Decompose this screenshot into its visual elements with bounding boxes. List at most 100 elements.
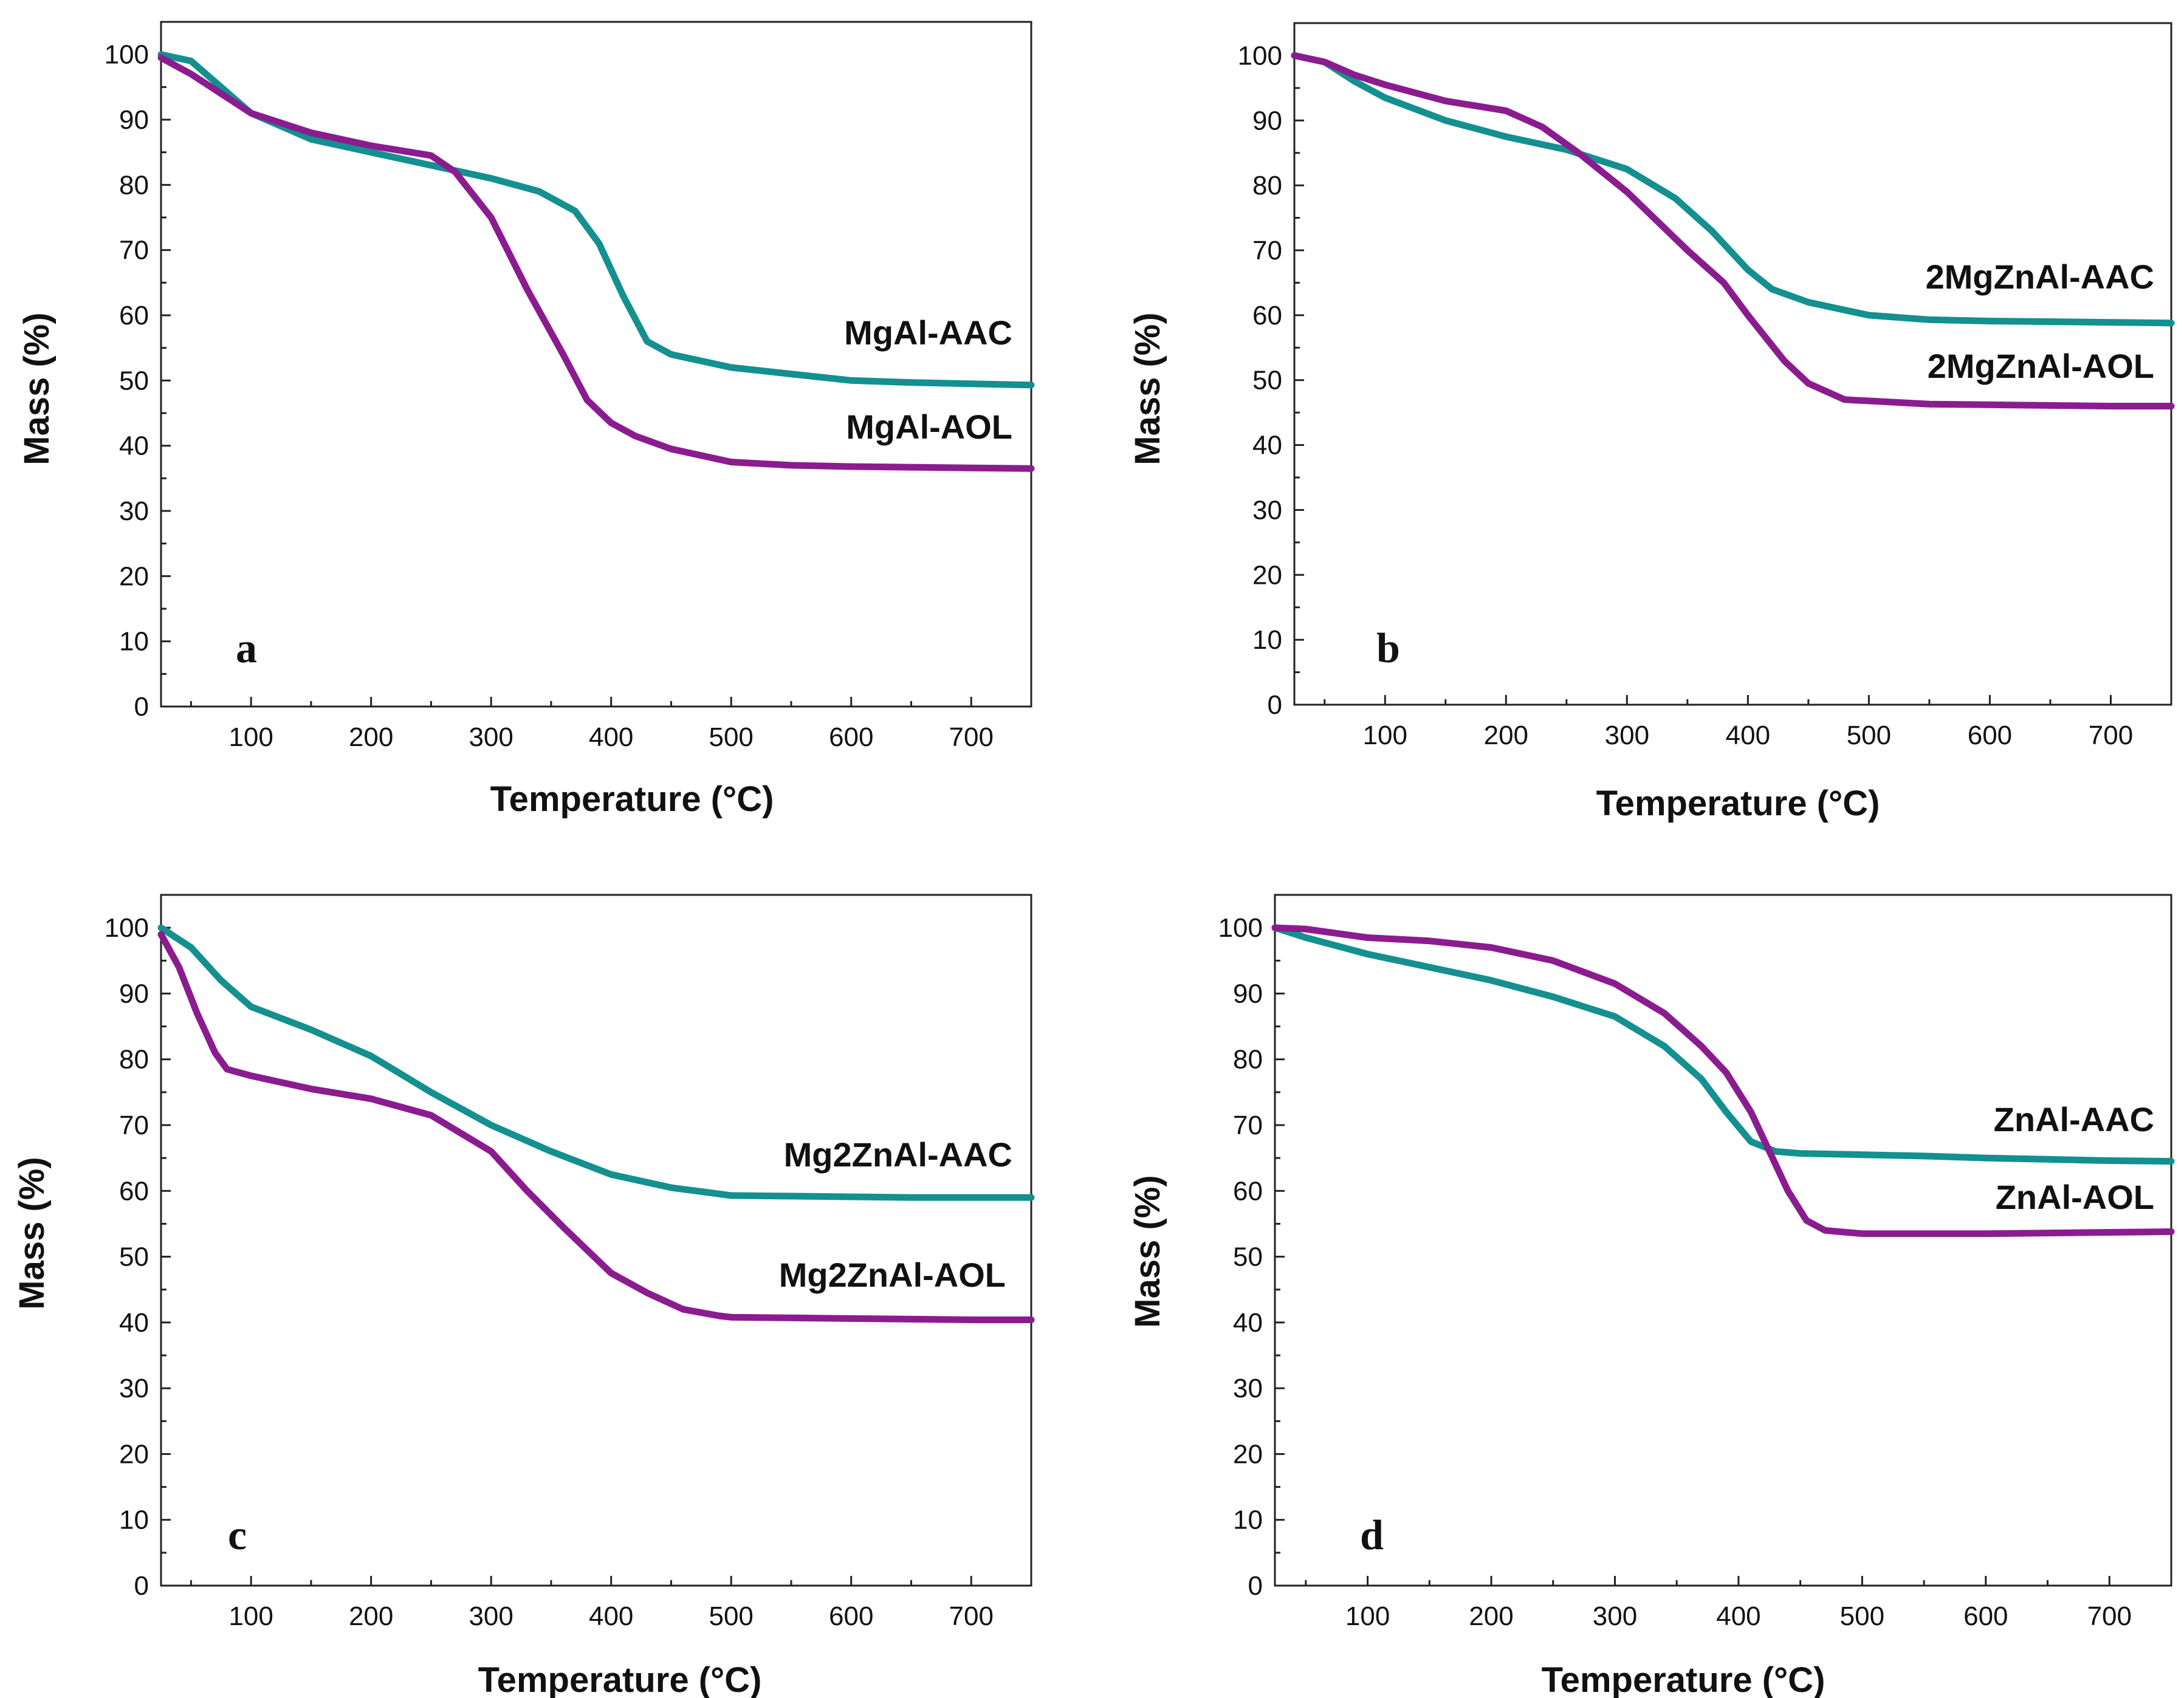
x-axis-title: Temperature (°C) <box>1542 1660 1825 1698</box>
series-line-2mgznal-aol <box>1291 52 2175 409</box>
x-tick-label: 700 <box>949 722 994 752</box>
y-tick-label: 40 <box>1252 431 1282 460</box>
plot-frame <box>1293 22 2172 706</box>
panel-letter: b <box>1376 625 1400 672</box>
y-tick-label: 0 <box>134 1571 149 1601</box>
panel-letter: a <box>236 625 257 672</box>
x-axis-title: Temperature (°C) <box>478 1660 762 1698</box>
plot-frame <box>160 894 1032 1587</box>
series-label-aac: Mg2ZnAl-AAC <box>784 1135 1012 1174</box>
panel-letter: c <box>228 1512 247 1559</box>
y-tick-label: 50 <box>119 366 149 395</box>
y-tick-label: 20 <box>1233 1439 1263 1469</box>
x-tick-label: 600 <box>829 722 873 752</box>
x-tick-label: 100 <box>228 1601 273 1631</box>
y-tick-label: 40 <box>1233 1308 1263 1338</box>
y-tick-label: 80 <box>119 170 149 200</box>
y-tick-label: 100 <box>1238 41 1282 70</box>
x-tick-label: 600 <box>1963 1601 2008 1631</box>
y-tick-label: 70 <box>119 1111 149 1140</box>
y-axis-title: Mass (%) <box>1128 312 1167 465</box>
x-tick-label: 600 <box>1968 721 2012 750</box>
x-tick-label: 600 <box>829 1601 873 1631</box>
y-tick-label: 70 <box>1233 1111 1263 1140</box>
series-label-aac: 2MgZnAl-AAC <box>1926 258 2154 296</box>
y-tick-label: 20 <box>119 561 149 591</box>
series-label-aol: ZnAl-AOL <box>1996 1178 2154 1216</box>
y-axis-title: Mass (%) <box>12 1157 52 1309</box>
x-tick-label: 400 <box>1726 721 1770 750</box>
y-tick-label: 70 <box>1252 236 1282 265</box>
series-label-aol: 2MgZnAl-AOL <box>1928 347 2154 385</box>
x-tick-label: 700 <box>2087 1601 2132 1631</box>
y-tick-label: 10 <box>119 627 149 657</box>
x-tick-label: 300 <box>469 722 513 752</box>
x-tick-label: 500 <box>709 1601 753 1631</box>
x-tick-label: 700 <box>2089 721 2133 750</box>
y-tick-label: 10 <box>119 1505 149 1535</box>
x-tick-label: 300 <box>1593 1601 1637 1631</box>
x-tick-label: 400 <box>589 722 633 752</box>
series-line-mgal-aol <box>157 54 1035 472</box>
series-label-aol: Mg2ZnAl-AOL <box>779 1256 1006 1294</box>
y-tick-label: 0 <box>1248 1571 1263 1601</box>
plot-frame <box>1274 894 2172 1587</box>
y-tick-label: 90 <box>1233 979 1263 1008</box>
y-tick-label: 90 <box>119 979 149 1008</box>
x-tick-label: 300 <box>469 1601 513 1631</box>
y-tick-label: 60 <box>119 1176 149 1206</box>
x-tick-label: 400 <box>589 1601 633 1631</box>
panel-a: Mass (%) Temperature (°C) 100 200 300 400 50… <box>17 21 1035 819</box>
y-tick-label: 0 <box>1268 690 1282 720</box>
y-tick-label: 50 <box>1252 366 1282 395</box>
plot-frame <box>160 21 1032 708</box>
panel-letter: d <box>1360 1512 1384 1559</box>
x-tick-label: 300 <box>1605 721 1649 750</box>
x-tick-label: 200 <box>349 722 393 752</box>
y-tick-label: 60 <box>1252 301 1282 330</box>
x-tick-label: 100 <box>1363 721 1407 750</box>
y-tick-label: 80 <box>1233 1045 1263 1075</box>
x-tick-label: 200 <box>349 1601 393 1631</box>
y-tick-label: 60 <box>119 301 149 330</box>
series-line-2mgznal-aac <box>1291 52 2175 327</box>
y-tick-label: 30 <box>119 1374 149 1403</box>
y-tick-label: 80 <box>1252 171 1282 200</box>
panel-d: Mass (%) Temperature (°C) 100 200 300 400 50… <box>1128 894 2175 1698</box>
x-tick-label: 500 <box>1847 721 1891 750</box>
y-tick-label: 100 <box>105 913 149 943</box>
y-tick-label: 100 <box>105 40 149 70</box>
x-tick-label: 500 <box>709 722 753 752</box>
y-tick-label: 0 <box>134 692 149 722</box>
y-tick-label: 20 <box>119 1439 149 1469</box>
y-axis-title: Mass (%) <box>1128 1175 1167 1327</box>
series-label-aac: MgAl-AAC <box>844 313 1012 352</box>
y-tick-label: 90 <box>1252 106 1282 135</box>
y-tick-label: 20 <box>1252 560 1282 590</box>
x-tick-label: 400 <box>1716 1601 1760 1631</box>
y-tick-label: 70 <box>119 236 149 265</box>
y-tick-label: 40 <box>119 431 149 461</box>
y-tick-label: 30 <box>119 496 149 526</box>
y-tick-label: 90 <box>119 105 149 135</box>
series-label-aac: ZnAl-AAC <box>1994 1100 2154 1138</box>
y-tick-label: 50 <box>119 1242 149 1272</box>
x-tick-label: 200 <box>1484 721 1528 750</box>
series-label-aol: MgAl-AOL <box>846 408 1012 446</box>
x-tick-label: 100 <box>1345 1601 1390 1631</box>
y-tick-label: 50 <box>1233 1242 1263 1272</box>
y-tick-label: 80 <box>119 1045 149 1075</box>
x-tick-label: 100 <box>228 722 273 752</box>
series-line-znal-aol <box>1271 924 2175 1238</box>
y-tick-label: 10 <box>1252 625 1282 655</box>
y-tick-label: 60 <box>1233 1176 1263 1206</box>
x-tick-label: 700 <box>949 1601 994 1631</box>
series-line-mg2znal-aac <box>157 924 1035 1201</box>
y-tick-label: 40 <box>119 1308 149 1338</box>
panel-b: Mass (%) Temperature (°C) 100 200 300 400 50… <box>1128 22 2175 823</box>
y-tick-label: 100 <box>1218 913 1263 943</box>
panel-c: Mass (%) Temperature (°C) 100 200 300 400 50… <box>12 894 1035 1698</box>
x-tick-label: 500 <box>1840 1601 1884 1631</box>
y-tick-label: 10 <box>1233 1505 1263 1535</box>
